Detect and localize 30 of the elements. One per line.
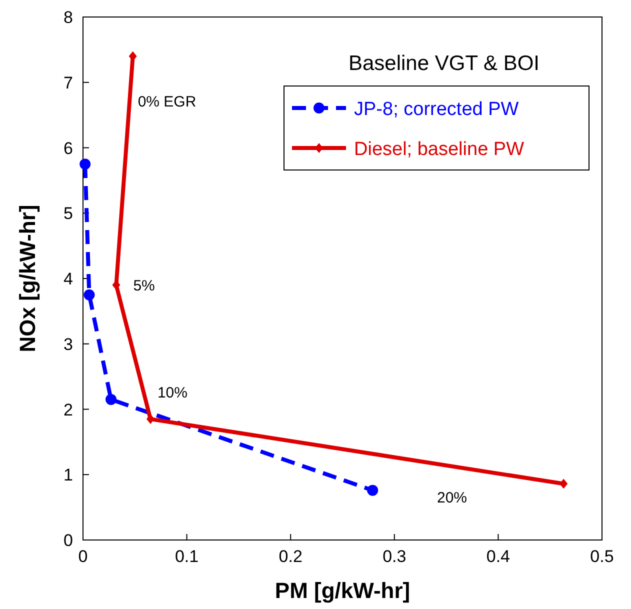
x-tick-label: 0.4 [486, 547, 510, 566]
annotation: 10% [157, 384, 188, 402]
y-tick-label: 7 [64, 73, 73, 92]
x-tick-label: 0.5 [590, 547, 614, 566]
point [84, 289, 95, 300]
point [146, 414, 154, 424]
x-axis-title: PM [g/kW-hr] [274, 578, 410, 603]
annotation: 0% EGR [138, 93, 196, 110]
point [560, 478, 568, 489]
annotation: 20% [437, 489, 468, 506]
y-tick-label: 8 [64, 8, 73, 27]
x-tick-label: 0.3 [382, 547, 406, 566]
annotation: 5% [133, 277, 155, 294]
x-tick-label: 0.1 [174, 547, 199, 566]
y-tick-label: 4 [64, 270, 73, 288]
x-tick-label: 0 [78, 547, 88, 566]
x-tick-label: 0.2 [278, 547, 302, 566]
y-tick-label: 0 [64, 531, 73, 550]
legend-label: Diesel; baseline PW [354, 139, 524, 160]
point [106, 394, 117, 405]
y-tick-label: 6 [64, 138, 73, 158]
y-tick-label: 1 [64, 466, 73, 485]
y-tick-label: 5 [64, 204, 73, 224]
legend-label: JP-8; corrected PW [354, 99, 519, 120]
point [367, 484, 378, 496]
legend-title: Baseline VGT & BOI [348, 52, 540, 75]
y-tick-label: 2 [64, 400, 73, 420]
y-tick-label: 3 [64, 334, 73, 354]
y-axis-title: NOx [g/kW-hr] [15, 204, 40, 352]
point [80, 158, 91, 170]
